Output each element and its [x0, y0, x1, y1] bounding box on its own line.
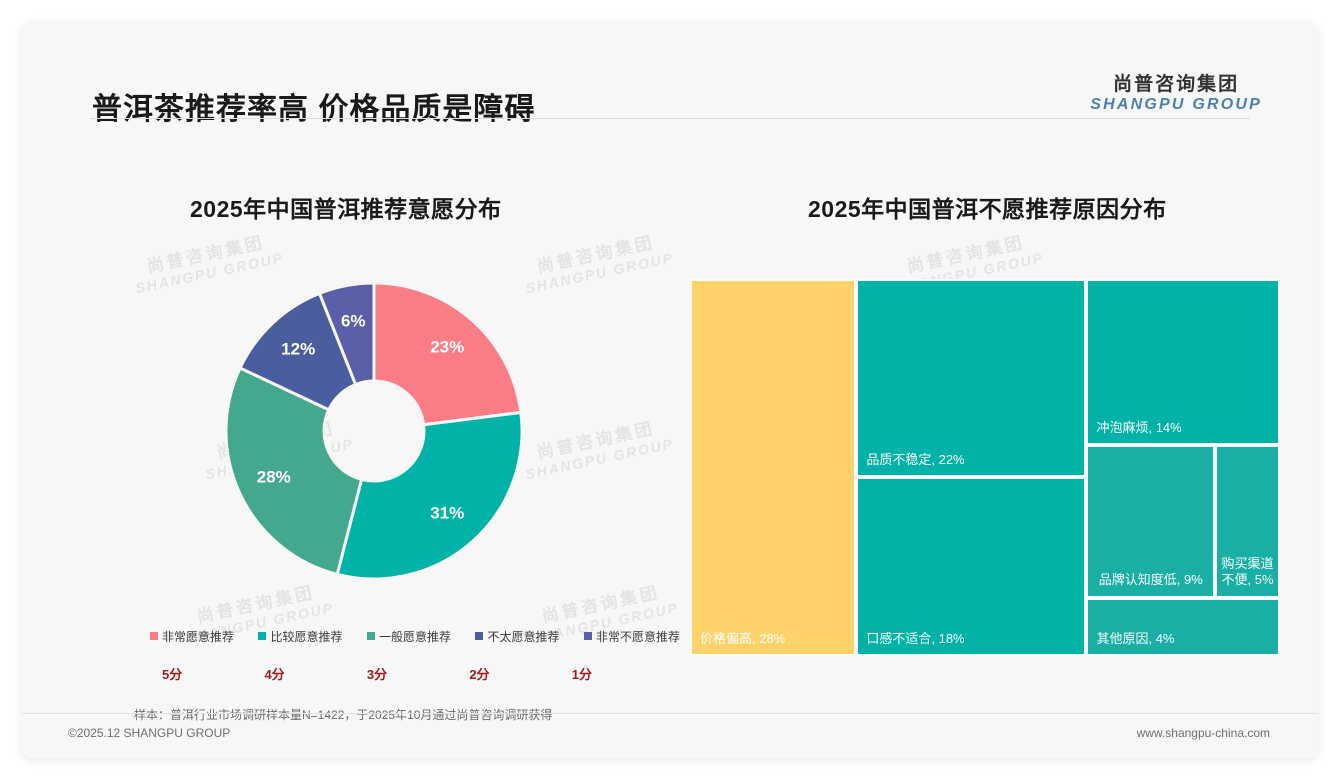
treemap-cell[interactable]: 价格偏高, 28%: [690, 279, 857, 656]
treemap-cell-label: 购买渠道不便, 5%: [1221, 556, 1274, 588]
legend-item[interactable]: 一般愿意推荐: [366, 628, 451, 645]
donut-slice[interactable]: [335, 410, 524, 581]
donut-slice[interactable]: [317, 281, 376, 387]
legend-label: 非常不愿意推荐: [595, 629, 680, 644]
treemap-cell-label: 品质不稳定, 22%: [866, 451, 965, 467]
legend-swatch: [258, 632, 267, 640]
donut-legend: 非常愿意推荐 比较愿意推荐 一般愿意推荐 不太愿意推荐 非常不愿意推荐: [150, 626, 680, 646]
donut-slice[interactable]: [224, 365, 364, 577]
footer-divider: [22, 713, 1318, 714]
donut-svg: 23% 31% 28% 12% 6%: [224, 281, 524, 581]
score-label: 3分: [366, 666, 388, 682]
brand-logo: 尚普咨询集团 SHANGPU GROUP: [1090, 74, 1262, 114]
legend-label: 比较愿意推荐: [270, 629, 343, 644]
legend-item[interactable]: 非常愿意推荐: [150, 628, 234, 645]
sample-footnote: 样本：普洱行业市场调研样本量N=1422，于2025年10月通过尚普咨询调研获得: [134, 708, 553, 722]
legend-swatch: [583, 632, 592, 640]
legend-label: 一般愿意推荐: [378, 629, 451, 644]
logo-english-text: SHANGPU GROUP: [1090, 95, 1262, 113]
score-label: 1分: [571, 666, 592, 682]
slide-canvas: 尚普咨询集团 SHANGPU GROUP 尚普咨询集团 SHANGPU GROU…: [22, 22, 1318, 758]
score-label: 2分: [469, 666, 490, 682]
donut-slice-label: 6%: [341, 312, 366, 331]
score-label: 4分: [264, 666, 285, 682]
legend-swatch: [475, 632, 484, 640]
legend-swatch: [150, 632, 158, 640]
score-scale-row: 5分 4分 3分 2分 1分: [162, 662, 592, 684]
treemap-cell[interactable]: 冲泡麻烦, 14%: [1086, 279, 1280, 445]
treemap-cell-label: 价格偏高, 28%: [700, 630, 786, 646]
legend-item[interactable]: 非常不愿意推荐: [583, 628, 680, 645]
treemap-cell[interactable]: 品质不稳定, 22%: [856, 279, 1087, 477]
left-chart-title: 2025年中国普洱推荐意愿分布: [190, 196, 502, 222]
donut-slice[interactable]: [238, 291, 358, 412]
page-title: 普洱茶推荐率高 价格品质是障碍: [92, 93, 536, 126]
donut-slice-label: 31%: [430, 504, 464, 523]
treemap-cell-label: 其他原因, 4%: [1096, 630, 1175, 646]
donut-slice-label: 28%: [257, 468, 291, 487]
header-bar: 普洱茶推荐率高 价格品质是障碍 尚普咨询集团 SHANGPU GROUP: [22, 22, 1318, 126]
reasons-treemap-chart: 价格偏高, 28% 品质不稳定, 22% 口感不适合, 18% 冲泡麻烦, 14% 品牌…: [690, 279, 1280, 656]
legend-item[interactable]: 不太愿意推荐: [475, 628, 559, 645]
treemap-cell[interactable]: 其他原因, 4%: [1086, 597, 1280, 656]
donut-slice-label: 23%: [430, 337, 464, 356]
right-chart-title: 2025年中国普洱不愿推荐原因分布: [808, 196, 1167, 222]
donut-slice-label: 12%: [281, 340, 315, 359]
treemap-cell[interactable]: 品牌认知度低, 9%: [1086, 444, 1216, 598]
treemap-cell-label: 冲泡麻烦, 14%: [1096, 419, 1182, 435]
treemap-cell[interactable]: 口感不适合, 18%: [856, 476, 1087, 656]
donut-slice[interactable]: [372, 281, 523, 427]
legend-item[interactable]: 比较愿意推荐: [258, 628, 343, 645]
treemap-cell-label: 口感不适合, 18%: [866, 630, 965, 646]
score-label: 5分: [162, 666, 183, 682]
legend-label: 不太愿意推荐: [487, 629, 560, 644]
treemap-cell-label: 品牌认知度低, 9%: [1098, 572, 1203, 588]
logo-chinese-text: 尚普咨询集团: [1113, 74, 1240, 95]
footer-copyright: ©2025.12 SHANGPU GROUP: [68, 726, 231, 740]
header-divider: [90, 118, 1250, 119]
treemap-cell[interactable]: 购买渠道不便, 5%: [1215, 444, 1280, 598]
footer-website[interactable]: www.shangpu-china.com: [1136, 726, 1270, 740]
legend-swatch: [366, 632, 375, 640]
legend-label: 非常愿意推荐: [162, 629, 235, 644]
recommendation-donut-chart: 23% 31% 28% 12% 6%: [204, 274, 544, 604]
